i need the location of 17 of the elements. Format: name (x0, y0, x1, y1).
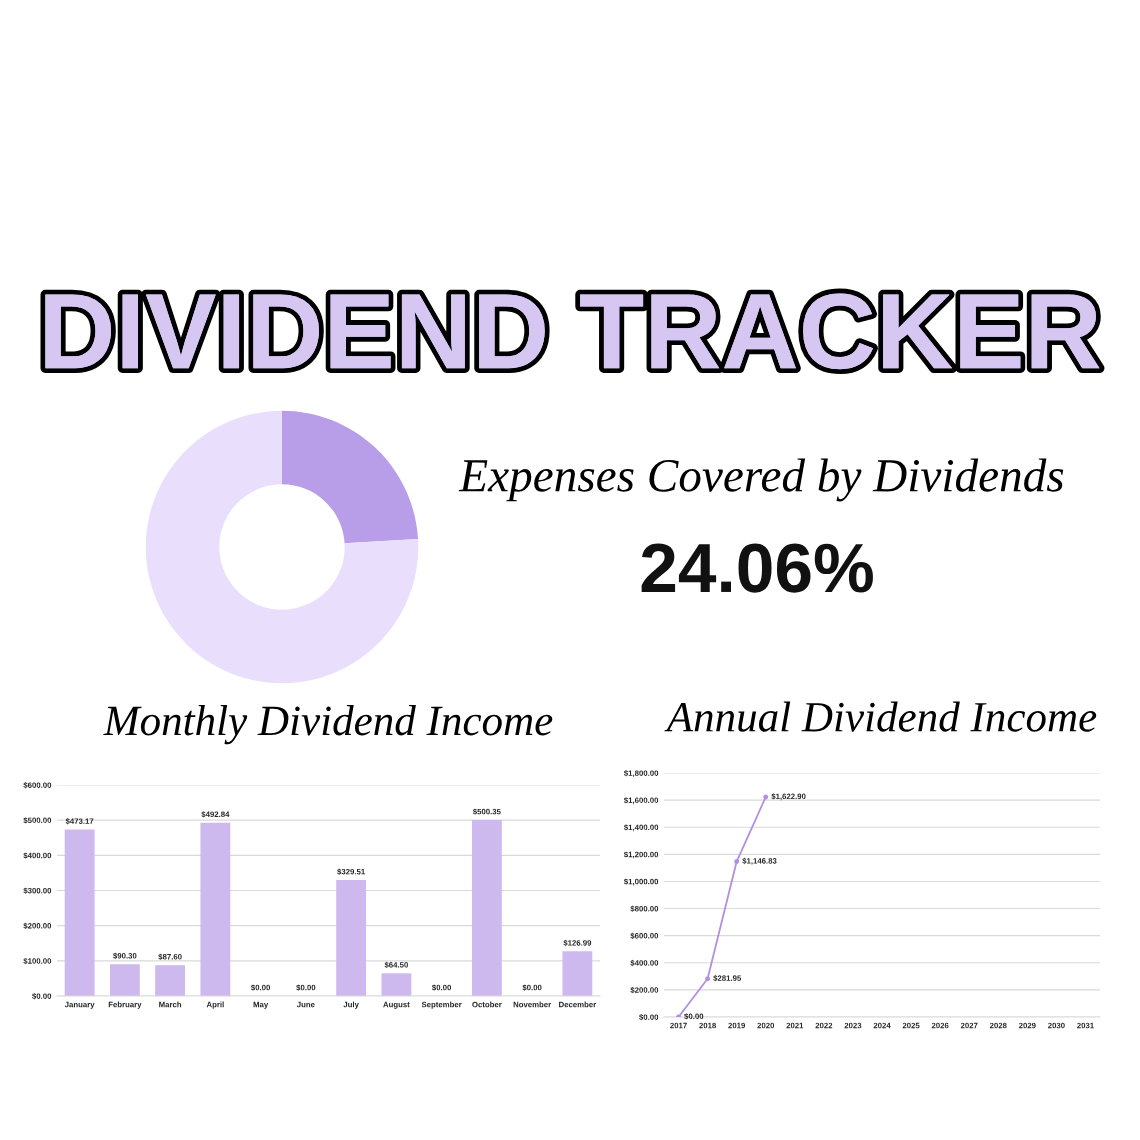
bar (155, 965, 186, 996)
bar (336, 880, 367, 996)
bar (471, 820, 502, 996)
bar (109, 964, 140, 996)
bar (200, 822, 231, 996)
chart-title: Monthly Dividend Income (103, 705, 553, 745)
text: 24.06% (641, 543, 873, 593)
point (705, 976, 711, 982)
point (763, 794, 769, 800)
donut-slice (145, 410, 419, 684)
chart-title: Annual Dividend Income (664, 701, 1097, 732)
donut-slice (282, 410, 419, 544)
point (734, 859, 740, 864)
bar (64, 829, 95, 996)
bar (562, 951, 593, 996)
text: Expenses Covered by Dividends (458, 458, 1064, 502)
bar (381, 973, 412, 996)
